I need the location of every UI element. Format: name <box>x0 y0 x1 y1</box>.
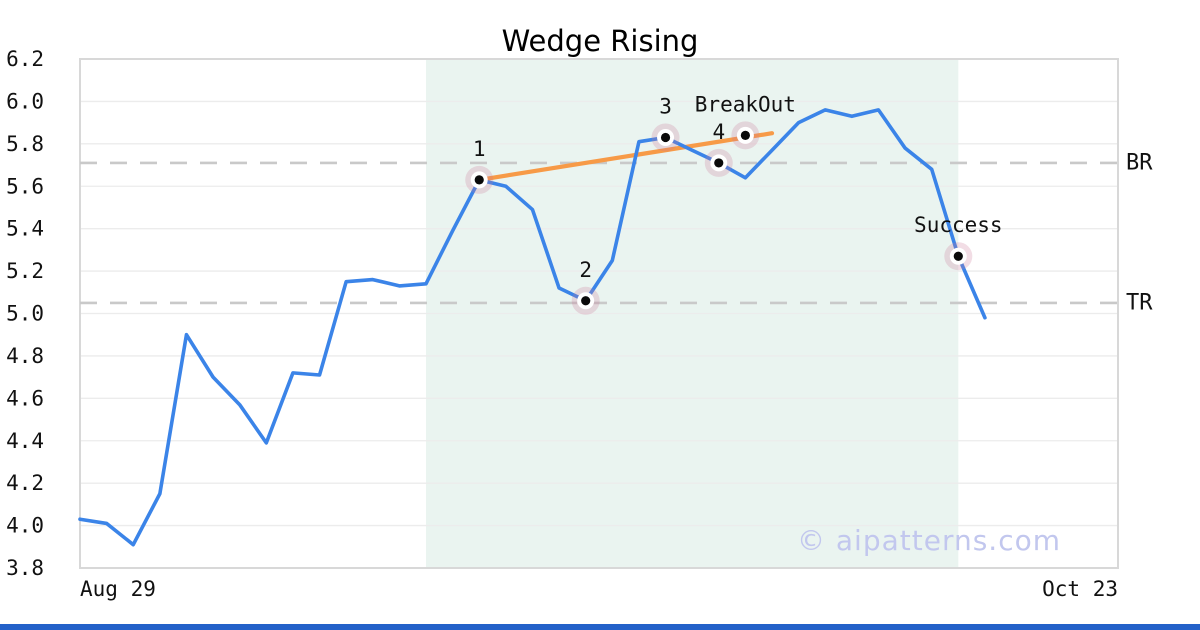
y-tick-label: 6.2 <box>6 47 44 71</box>
y-tick-label: 4.6 <box>6 386 44 410</box>
y-tick-label: 6.0 <box>6 89 44 113</box>
marker-dot-breakout <box>740 130 750 140</box>
y-tick-label: 4.4 <box>6 429 44 453</box>
price-line <box>78 108 987 547</box>
chart-title: Wedge Rising <box>501 24 699 58</box>
y-tick-label: 4.8 <box>6 344 44 368</box>
y-tick-label: 5.4 <box>6 217 44 241</box>
wedge-trendline <box>477 131 775 182</box>
y-tick-label: 5.2 <box>6 259 44 283</box>
y-tick-label: 4.0 <box>6 514 44 538</box>
marker-dot-4 <box>714 158 724 168</box>
level-label-br: BR <box>1126 150 1153 175</box>
y-tick-label: 5.0 <box>6 302 44 326</box>
marker-dot-2 <box>581 296 591 306</box>
x-tick-label-start: Aug 29 <box>80 577 156 601</box>
level-label-tr: TR <box>1126 290 1153 315</box>
marker-dot-1 <box>474 175 484 185</box>
x-tick-label-end: Oct 23 <box>1042 577 1118 601</box>
marker-dot-3 <box>660 132 671 143</box>
annotation-label-3: 3 <box>659 94 672 118</box>
annotation-label-1: 1 <box>473 137 486 161</box>
y-tick-label: 5.6 <box>6 174 44 198</box>
bottom-accent-bar <box>0 624 1200 630</box>
annotation-label-success: Success <box>914 213 1003 237</box>
annotation-label-2: 2 <box>579 258 592 282</box>
marker-dot-success <box>953 251 963 261</box>
y-tick-label: 3.8 <box>6 556 44 580</box>
annotation-label-4: 4 <box>712 120 725 144</box>
y-tick-label: 5.8 <box>6 132 44 156</box>
annotation-label-breakout: BreakOut <box>695 92 796 116</box>
y-tick-label: 4.2 <box>6 471 44 495</box>
plot-frame <box>79 58 1119 569</box>
